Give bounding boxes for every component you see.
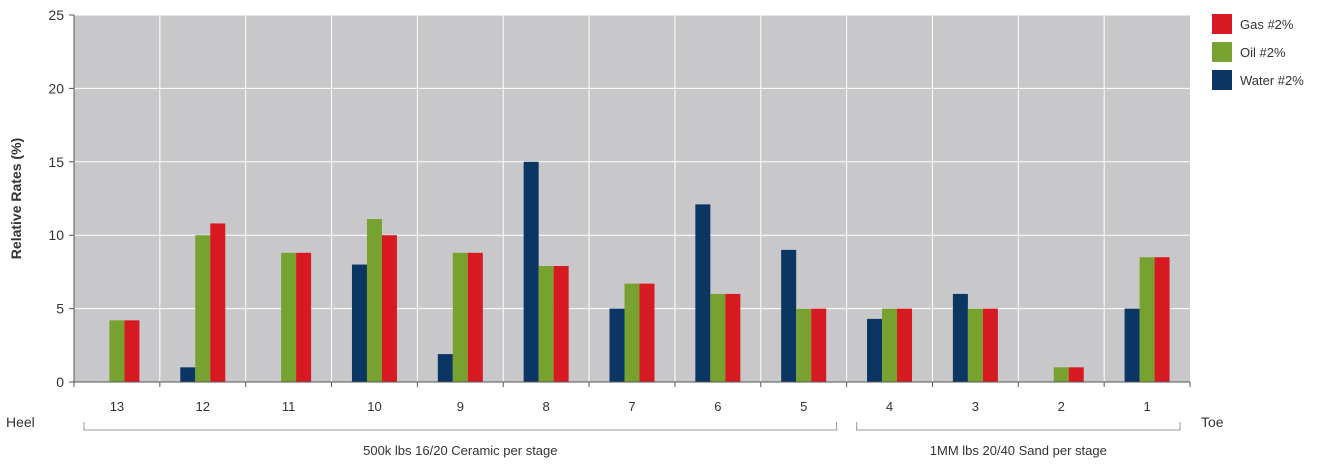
x-tick-label: 10 <box>367 399 381 414</box>
y-tick-labels: 0 5 10 15 20 25 <box>48 7 64 390</box>
x-tick-label: 9 <box>457 399 464 414</box>
bar-gas-4 <box>897 308 913 382</box>
bar-gas-7 <box>639 283 655 382</box>
x-tick-label: 6 <box>714 399 721 414</box>
bar-water-10 <box>351 264 367 382</box>
y-tick-label: 20 <box>48 80 64 96</box>
x-tick-label: 5 <box>800 399 807 414</box>
bar-gas-5 <box>811 308 827 382</box>
bar-water-9 <box>437 354 453 382</box>
bar-gas-8 <box>553 266 569 382</box>
axes <box>69 14 1191 387</box>
bar-gas-11 <box>296 252 312 382</box>
group-bracket <box>856 422 1181 431</box>
bar-gas-10 <box>381 235 397 382</box>
x-tick-label: 7 <box>628 399 635 414</box>
legend-swatch <box>1212 70 1232 90</box>
bar-gas-13 <box>124 320 140 382</box>
group-label: 500k lbs 16/20 Ceramic per stage <box>363 443 557 458</box>
legend-label: Gas #2% <box>1240 17 1294 32</box>
bar-gas-12 <box>210 223 226 382</box>
y-tick-label: 0 <box>56 374 64 390</box>
x-tick-label: 12 <box>196 399 210 414</box>
group-brackets: 500k lbs 16/20 Ceramic per stage 1MM lbs … <box>83 422 1181 458</box>
legend-label: Water #2% <box>1240 73 1304 88</box>
heel-label: Heel <box>6 414 35 430</box>
bar-water-1 <box>1124 308 1140 382</box>
bar-water-6 <box>695 204 711 382</box>
bar-oil-12 <box>195 235 211 382</box>
bar-oil-2 <box>1053 367 1069 382</box>
legend-swatch <box>1212 42 1232 62</box>
bar-oil-8 <box>538 266 554 382</box>
grid-lines <box>74 14 1190 382</box>
bar-oil-5 <box>796 308 812 382</box>
y-axis-label: Relative Rates (%) <box>8 138 24 259</box>
bar-oil-7 <box>624 283 640 382</box>
bar-gas-1 <box>1154 257 1170 382</box>
y-tick-label: 10 <box>48 227 64 243</box>
bars <box>109 161 1170 382</box>
legend-label: Oil #2% <box>1240 45 1286 60</box>
bar-oil-13 <box>109 320 125 382</box>
bar-gas-3 <box>982 308 998 382</box>
x-tick-label: 8 <box>543 399 550 414</box>
group-bracket <box>83 422 838 431</box>
bar-gas-6 <box>725 293 741 382</box>
x-tick-label: 13 <box>110 399 124 414</box>
bar-oil-11 <box>281 252 297 382</box>
legend-swatch <box>1212 14 1232 34</box>
bar-water-7 <box>609 308 625 382</box>
bar-water-3 <box>952 293 968 382</box>
x-tick-label: 2 <box>1058 399 1065 414</box>
x-tick-label: 3 <box>972 399 979 414</box>
bar-water-8 <box>523 161 539 382</box>
y-tick-label: 5 <box>56 301 64 317</box>
bar-gas-9 <box>467 252 483 382</box>
bar-oil-1 <box>1139 257 1155 382</box>
bar-water-12 <box>180 367 196 382</box>
bar-gas-2 <box>1068 367 1084 382</box>
bar-water-4 <box>867 318 883 382</box>
y-tick-label: 25 <box>48 7 64 23</box>
legend: Gas #2% Oil #2% Water #2% <box>1212 14 1304 90</box>
x-tick-label: 1 <box>1143 399 1150 414</box>
bar-oil-4 <box>882 308 898 382</box>
x-tick-label: 4 <box>886 399 893 414</box>
x-tick-label: 11 <box>282 399 296 414</box>
toe-label: Toe <box>1201 414 1224 430</box>
bar-oil-6 <box>710 293 726 382</box>
y-tick-label: 15 <box>48 154 64 170</box>
bar-water-5 <box>781 249 797 382</box>
x-tick-labels: 13 12 11 10 9 8 7 6 5 4 3 2 1 <box>110 399 1151 414</box>
group-label: 1MM lbs 20/40 Sand per stage <box>930 443 1107 458</box>
bar-oil-10 <box>366 219 382 382</box>
bar-oil-3 <box>967 308 983 382</box>
bar-oil-9 <box>452 252 468 382</box>
